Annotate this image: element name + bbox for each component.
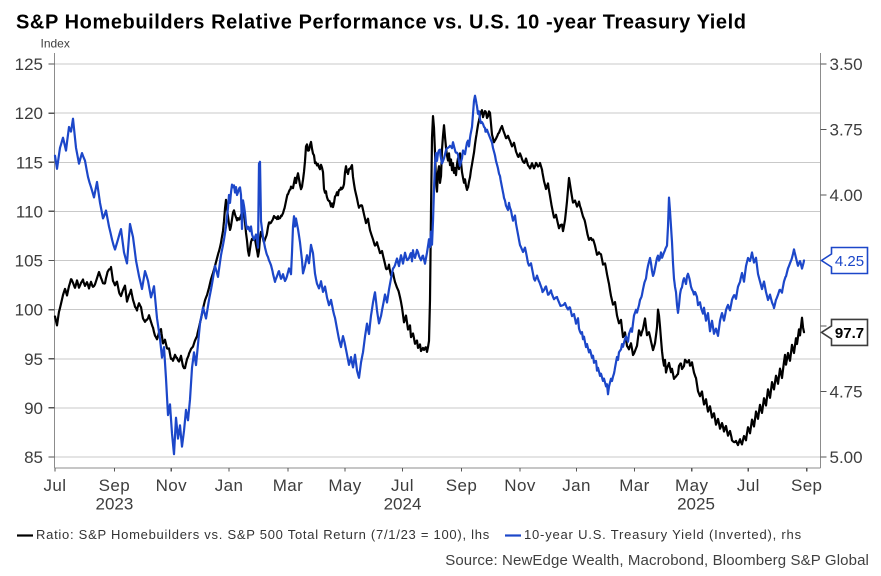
svg-text:85: 85: [24, 448, 43, 467]
svg-text:Jul: Jul: [737, 476, 760, 495]
svg-text:4.00: 4.00: [830, 186, 863, 205]
svg-text:Nov: Nov: [504, 476, 536, 495]
svg-text:115: 115: [16, 153, 43, 172]
svg-text:100: 100: [15, 301, 43, 320]
svg-text:Index: Index: [41, 37, 70, 51]
svg-text:105: 105: [15, 252, 43, 271]
svg-text:2025: 2025: [677, 495, 715, 514]
svg-text:4.25: 4.25: [835, 253, 864, 270]
svg-text:4.75: 4.75: [830, 383, 863, 402]
svg-text:S&P Homebuilders Relative Perf: S&P Homebuilders Relative Performance vs…: [16, 12, 747, 34]
svg-text:Jan: Jan: [562, 476, 591, 495]
svg-text:Sep: Sep: [446, 476, 477, 495]
svg-text:Nov: Nov: [156, 476, 188, 495]
svg-text:Jul: Jul: [391, 476, 414, 495]
svg-text:Source: NewEdge Wealth, Macrob: Source: NewEdge Wealth, Macrobond, Bloom…: [445, 552, 869, 569]
svg-text:Jan: Jan: [215, 476, 244, 495]
svg-text:125: 125: [15, 55, 43, 74]
svg-text:Ratio: S&P Homebuilders vs. S&: Ratio: S&P Homebuilders vs. S&P 500 Tota…: [36, 527, 490, 542]
svg-text:May: May: [675, 476, 708, 495]
svg-text:Mar: Mar: [273, 476, 303, 495]
svg-text:90: 90: [24, 399, 43, 418]
svg-text:10-year U.S. Treasury Yield (I: 10-year U.S. Treasury Yield (Inverted), …: [524, 527, 802, 542]
svg-text:Mar: Mar: [619, 476, 649, 495]
svg-text:110: 110: [16, 202, 43, 221]
svg-text:May: May: [328, 476, 361, 495]
svg-text:Jul: Jul: [44, 476, 67, 495]
svg-text:2023: 2023: [95, 495, 133, 514]
svg-text:2024: 2024: [384, 495, 422, 514]
svg-text:3.50: 3.50: [830, 55, 863, 74]
svg-text:120: 120: [15, 104, 43, 123]
svg-text:95: 95: [24, 350, 43, 369]
svg-text:Sep: Sep: [99, 476, 130, 495]
svg-text:Sep: Sep: [791, 476, 822, 495]
svg-text:5.00: 5.00: [830, 448, 863, 467]
svg-text:97.7: 97.7: [835, 325, 864, 342]
svg-text:3.75: 3.75: [830, 121, 863, 140]
